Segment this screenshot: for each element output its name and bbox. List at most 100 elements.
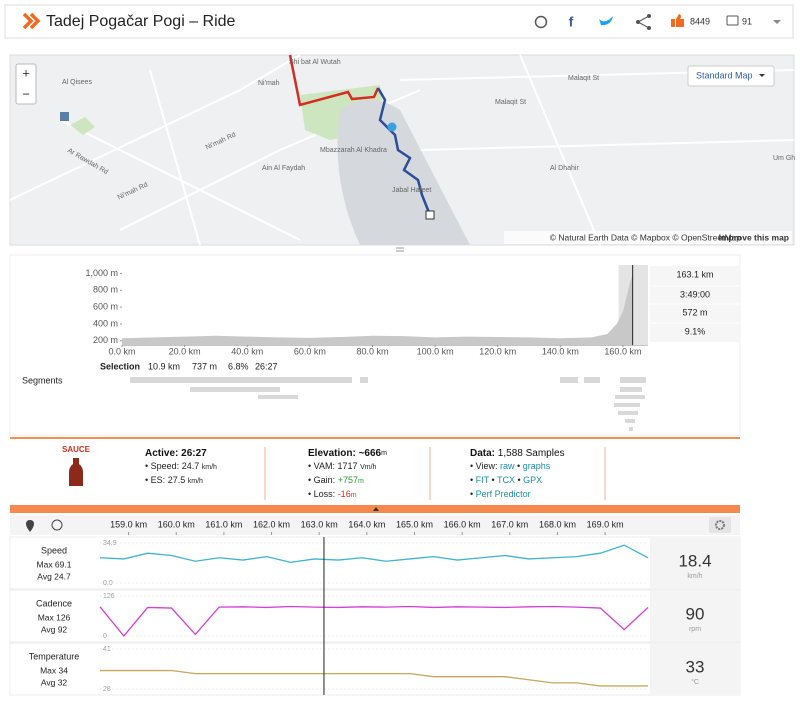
map-style-label: Standard Map xyxy=(696,70,753,80)
timeline-tick-label: 168.0 km xyxy=(539,519,576,529)
map-mountain xyxy=(337,100,470,245)
y-tick-label: 600 m xyxy=(93,301,118,311)
elevation-label: Elevation: ~666m xyxy=(308,448,387,459)
x-tick-label: 140.0 km xyxy=(542,346,579,356)
perf-link[interactable]: Perf Predictor xyxy=(476,489,531,499)
stream-max: Max 34 xyxy=(40,665,68,675)
x-tick-label: 60.0 km xyxy=(294,346,326,356)
activity-title: Tadej Pogačar Pogi – Ride xyxy=(46,13,236,30)
gear-icon xyxy=(715,520,725,530)
text: • xyxy=(470,489,476,499)
current-unit: °C xyxy=(691,678,699,686)
map-park xyxy=(70,117,95,135)
y-tick-label: 28 xyxy=(103,686,111,693)
text: m xyxy=(351,492,357,499)
refresh-icon[interactable] xyxy=(534,15,548,29)
text: • Gain: xyxy=(308,475,335,485)
distance-toggle[interactable] xyxy=(26,520,34,532)
stream-row xyxy=(9,642,741,696)
share-icon[interactable] xyxy=(636,14,651,30)
selection-elevation: 737 m xyxy=(192,361,217,371)
comment-icon[interactable] xyxy=(726,15,739,26)
map-attribution-link[interactable]: Improve this map xyxy=(719,232,789,242)
timeline-tick-label: 164.0 km xyxy=(348,519,385,529)
zoom-out-button[interactable]: − xyxy=(22,86,30,101)
selection-grade: 6.8% xyxy=(228,361,249,371)
stream-max: Max 69.1 xyxy=(37,559,72,569)
y-tick-label: 1,000 m xyxy=(85,268,118,278)
map-label: Mbazzarah Al Khadra xyxy=(320,147,387,154)
x-tick-label: 100.0 km xyxy=(417,346,454,356)
time-toggle[interactable] xyxy=(51,519,63,531)
timeline-tick-label: 162.0 km xyxy=(253,519,290,529)
stream-name: Speed xyxy=(41,545,67,555)
x-tick-label: 20.0 km xyxy=(169,346,201,356)
gpx-link[interactable]: GPX xyxy=(523,475,542,485)
stream-name: Temperature xyxy=(29,651,80,661)
text: 24.7 xyxy=(182,461,200,471)
graphs-link[interactable]: graphs xyxy=(523,461,551,471)
text: Vm/h xyxy=(360,464,376,471)
map-poi xyxy=(60,112,69,121)
perf-line: • Perf Predictor xyxy=(470,489,531,499)
timeline-tick-label: 161.0 km xyxy=(205,519,242,529)
stream-row xyxy=(9,536,741,590)
current-value: 90 xyxy=(686,604,705,623)
kudos-count: 8449 xyxy=(690,16,710,26)
text: +757 xyxy=(338,475,358,485)
active-label: Active: 26:27 xyxy=(145,448,207,459)
export-line: • FIT • TCX • GPX xyxy=(470,475,542,485)
text: m xyxy=(358,478,364,485)
map-style-select[interactable] xyxy=(687,65,775,87)
twitter-icon[interactable] xyxy=(599,16,613,26)
current-value: 33 xyxy=(686,657,705,676)
stream-line xyxy=(99,544,649,564)
stat-value: 163.1 km xyxy=(676,269,713,279)
resize-handle[interactable] xyxy=(396,247,404,252)
y-tick-label: 0.0 xyxy=(103,580,113,587)
stream-row xyxy=(9,589,741,643)
timeline-tick-label: 163.0 km xyxy=(301,519,338,529)
selection-time: 26:27 xyxy=(255,361,278,371)
text: • VAM: xyxy=(308,461,335,471)
kudos-icon[interactable] xyxy=(671,14,684,27)
selected-route-line xyxy=(376,87,432,216)
text: m xyxy=(381,450,387,457)
timeline-tick-label: 159.0 km xyxy=(110,519,147,529)
raw-link[interactable]: raw xyxy=(500,461,515,471)
facebook-icon[interactable]: f xyxy=(569,14,574,30)
settings-button[interactable] xyxy=(709,517,731,533)
fit-link[interactable]: FIT xyxy=(476,475,490,485)
speed-line: • Speed: 24.7 km/h xyxy=(145,461,217,471)
text: • Loss: xyxy=(308,489,335,499)
timeline-tick-label: 165.0 km xyxy=(396,519,433,529)
timeline-tick-label: 160.0 km xyxy=(158,519,195,529)
logo[interactable] xyxy=(22,12,41,30)
zoom-in-button[interactable]: + xyxy=(22,65,30,80)
vam-line: • VAM: 1717 Vm/h xyxy=(308,461,377,471)
sauce-bottle xyxy=(69,458,83,486)
header-bar xyxy=(4,4,794,39)
text: 1,588 Samples xyxy=(498,448,565,459)
timeline-tick-label: 167.0 km xyxy=(491,519,528,529)
map-label: Malaqit St xyxy=(495,99,526,106)
comment-count: 91 xyxy=(742,16,752,26)
dropdown-arrow xyxy=(759,74,765,77)
text: km/h xyxy=(188,478,203,485)
value-box xyxy=(650,643,740,695)
text: -16 xyxy=(338,489,351,499)
selection-label: Selection xyxy=(100,361,140,371)
map-label: Al Qisees xyxy=(62,79,92,86)
stream-avg: Avg 24.7 xyxy=(37,571,71,581)
stat-value: 9.1% xyxy=(685,326,706,336)
menu-dropdown[interactable] xyxy=(773,20,781,24)
text: • View: xyxy=(470,461,498,471)
tcx-link[interactable]: TCX xyxy=(497,475,515,485)
x-tick-label: 80.0 km xyxy=(356,346,388,356)
stream-avg: Avg 92 xyxy=(41,624,68,634)
position-marker xyxy=(387,122,397,132)
text: • xyxy=(470,475,476,485)
text: • ES: xyxy=(145,475,165,485)
elevation-area xyxy=(122,273,633,345)
